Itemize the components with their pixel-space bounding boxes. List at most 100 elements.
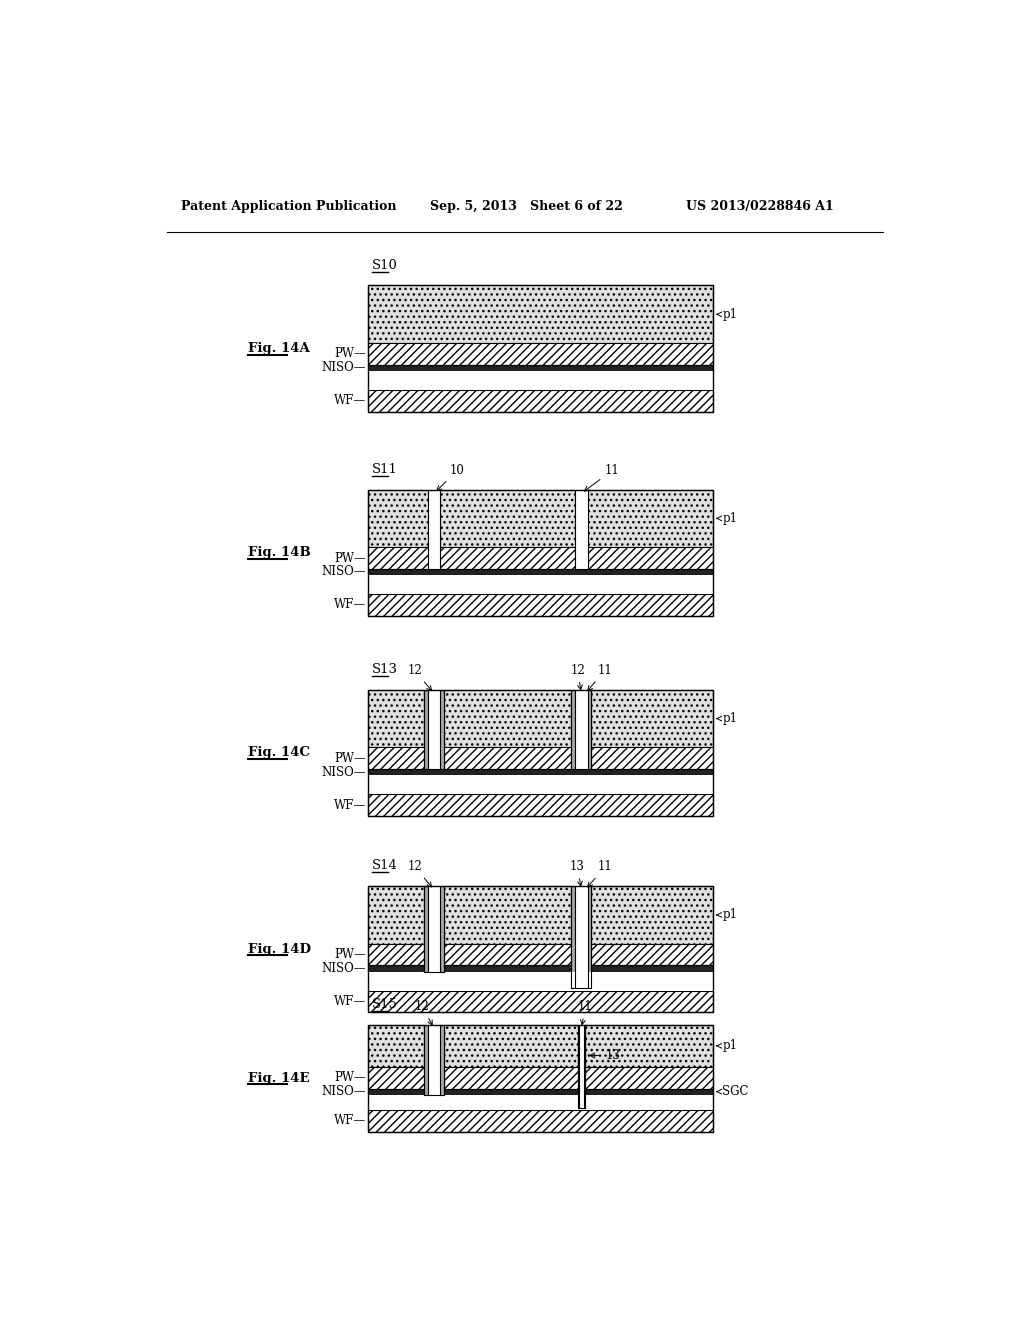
Text: WF—: WF— <box>334 395 366 408</box>
Bar <box>369 770 713 775</box>
Text: 12: 12 <box>408 861 432 887</box>
Text: 12: 12 <box>570 664 585 690</box>
Bar <box>588 886 592 989</box>
Text: p1: p1 <box>717 308 737 321</box>
Text: NISO—: NISO— <box>322 962 366 975</box>
Bar <box>369 371 713 391</box>
Bar <box>428 689 440 770</box>
Bar <box>369 490 713 615</box>
Bar <box>428 490 440 569</box>
Text: p1: p1 <box>717 512 737 525</box>
Text: WF—: WF— <box>334 995 366 1008</box>
Bar <box>584 1024 586 1107</box>
Bar <box>444 886 571 944</box>
Bar <box>592 689 713 747</box>
Bar <box>444 689 571 747</box>
Text: WF—: WF— <box>334 1114 366 1127</box>
Bar <box>424 689 428 770</box>
Bar <box>369 972 713 991</box>
Text: 11: 11 <box>578 1001 593 1024</box>
Bar <box>440 490 575 548</box>
Bar <box>444 747 571 770</box>
Text: PW—: PW— <box>334 751 366 764</box>
Bar <box>369 1089 424 1094</box>
Bar <box>571 886 575 989</box>
Bar <box>444 944 571 965</box>
Text: 12: 12 <box>408 664 432 690</box>
Bar <box>369 944 424 965</box>
Text: SGC: SGC <box>717 1085 749 1098</box>
Bar <box>369 569 713 576</box>
Text: PW—: PW— <box>334 347 366 360</box>
Text: 10: 10 <box>437 463 465 491</box>
Bar <box>592 965 713 972</box>
Bar <box>575 490 588 569</box>
Bar <box>369 775 713 795</box>
Text: 11: 11 <box>588 664 612 690</box>
Text: Fig. 14A: Fig. 14A <box>248 342 310 355</box>
Text: S15: S15 <box>372 998 398 1011</box>
Bar <box>592 944 713 965</box>
Text: Fig. 14B: Fig. 14B <box>248 546 311 560</box>
Text: 13: 13 <box>590 1049 621 1063</box>
Bar <box>444 965 571 972</box>
Bar <box>369 548 428 569</box>
Text: Patent Application Publication: Patent Application Publication <box>180 199 396 213</box>
Text: NISO—: NISO— <box>322 362 366 375</box>
Text: 11: 11 <box>585 463 620 491</box>
Bar <box>440 1024 444 1094</box>
Text: US 2013/0228846 A1: US 2013/0228846 A1 <box>686 199 834 213</box>
Text: S13: S13 <box>372 663 398 676</box>
Bar <box>588 689 592 770</box>
Bar <box>369 795 713 816</box>
Bar <box>369 343 713 364</box>
Bar <box>575 689 588 770</box>
Bar <box>588 548 713 569</box>
Bar <box>369 689 424 747</box>
Bar <box>369 391 713 412</box>
Bar <box>578 1024 579 1107</box>
Bar <box>579 1024 584 1107</box>
Bar <box>369 1024 713 1131</box>
Bar <box>369 1067 424 1089</box>
Bar <box>592 747 713 770</box>
Bar <box>369 747 424 770</box>
Bar <box>369 1094 713 1110</box>
Bar <box>440 886 444 972</box>
Bar <box>369 576 713 594</box>
Text: Fig. 14D: Fig. 14D <box>248 942 311 956</box>
Text: Fig. 14C: Fig. 14C <box>248 746 310 759</box>
Bar <box>369 285 713 412</box>
Bar <box>586 1089 713 1094</box>
Bar <box>428 886 440 972</box>
Text: 11: 11 <box>588 861 612 887</box>
Bar <box>575 886 588 989</box>
Text: PW—: PW— <box>334 1072 366 1084</box>
Text: p1: p1 <box>717 1039 737 1052</box>
Bar <box>369 991 713 1012</box>
Text: 12: 12 <box>415 1001 432 1026</box>
Bar <box>586 1067 713 1089</box>
Bar <box>424 1024 428 1094</box>
Text: 13: 13 <box>570 861 585 886</box>
Text: WF—: WF— <box>334 598 366 611</box>
Bar <box>369 886 424 944</box>
Text: p1: p1 <box>717 711 737 725</box>
Text: p1: p1 <box>717 908 737 921</box>
Text: PW—: PW— <box>334 552 366 565</box>
Bar <box>444 1089 578 1094</box>
Bar <box>369 490 428 548</box>
Text: Sep. 5, 2013   Sheet 6 of 22: Sep. 5, 2013 Sheet 6 of 22 <box>430 199 624 213</box>
Bar <box>369 965 424 972</box>
Bar <box>592 886 713 944</box>
Bar <box>369 886 713 1012</box>
Bar <box>586 1024 713 1067</box>
Bar <box>588 490 713 548</box>
Bar <box>424 886 428 972</box>
Bar <box>444 1067 578 1089</box>
Text: S10: S10 <box>372 259 398 272</box>
Text: S14: S14 <box>372 859 398 873</box>
Text: Fig. 14E: Fig. 14E <box>248 1072 309 1085</box>
Bar <box>369 689 713 816</box>
Bar <box>369 594 713 615</box>
